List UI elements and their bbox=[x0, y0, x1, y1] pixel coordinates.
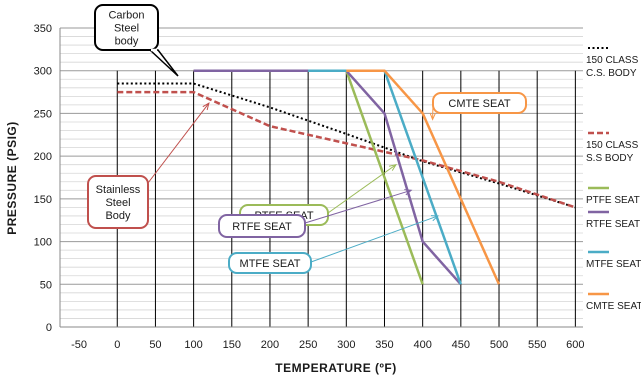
series-line-150-class-c-s-body bbox=[117, 82, 576, 209]
y-tick-label: 150 bbox=[34, 194, 52, 206]
x-tick-label: 200 bbox=[261, 339, 279, 351]
x-tick-label: 50 bbox=[149, 339, 161, 351]
legend-label: PTFE SEAT bbox=[586, 195, 640, 206]
annotation-text: MTFE SEAT bbox=[240, 258, 301, 270]
legend-label: S.S BODY bbox=[586, 153, 634, 164]
annotation-arrowhead bbox=[430, 215, 440, 222]
y-tick-label: 200 bbox=[34, 151, 52, 163]
annotation-text: CMTE SEAT bbox=[448, 98, 510, 110]
annotation-text: Steel bbox=[114, 23, 139, 35]
legend-label: CMTE SEAT bbox=[586, 301, 641, 312]
legend-label: MTFE SEAT bbox=[586, 259, 641, 270]
legend-label: 150 CLASS bbox=[586, 55, 639, 66]
annotation-text: Carbon bbox=[108, 10, 144, 22]
annotation-callout: CMTE SEAT bbox=[429, 92, 527, 121]
x-tick-label: 150 bbox=[223, 339, 241, 351]
x-tick-label: 250 bbox=[299, 339, 317, 351]
annotation-text: Steel bbox=[105, 197, 130, 209]
annotation-box bbox=[432, 92, 527, 114]
x-tick-label: 550 bbox=[528, 339, 546, 351]
annotation-callout: RTFE SEAT bbox=[218, 189, 413, 238]
y-tick-label: 100 bbox=[34, 237, 52, 249]
x-tick-label: 400 bbox=[413, 339, 431, 351]
annotation-text: body bbox=[115, 36, 139, 48]
annotation-arrowhead bbox=[202, 102, 210, 111]
annotation-box bbox=[94, 4, 159, 51]
x-tick-label: -50 bbox=[71, 339, 87, 351]
annotation-box bbox=[228, 252, 312, 274]
annotation-leader bbox=[327, 164, 397, 214]
annotation-text: Stainless bbox=[96, 184, 141, 196]
legend-label: RTFE SEAT bbox=[586, 219, 640, 230]
annotations: CarbonSteelbodyStainlessSteelBodyPTFE SE… bbox=[87, 4, 527, 274]
annotation-leader bbox=[304, 189, 412, 224]
axes: 0 50 100 150 200 250 300 350 -50 0 50 100 150 200 250 3… bbox=[34, 23, 585, 351]
annotation-arrowhead bbox=[429, 112, 436, 121]
y-tick-label: 350 bbox=[34, 23, 52, 35]
y-tick-label: 50 bbox=[40, 279, 52, 291]
series-line-rtfe-seat bbox=[193, 69, 462, 286]
annotation-leader bbox=[147, 102, 210, 184]
annotation-arrowhead bbox=[404, 189, 413, 196]
legend-label: 150 CLASS bbox=[586, 140, 639, 151]
x-tick-label: 600 bbox=[566, 339, 584, 351]
y-tick-label: 250 bbox=[34, 108, 52, 120]
annotation-text: RTFE SEAT bbox=[232, 221, 292, 233]
series-line-cmte-seat bbox=[346, 69, 501, 285]
y-tick-label: 300 bbox=[34, 66, 52, 78]
annotation-leader bbox=[310, 215, 439, 263]
legend-label: C.S. BODY bbox=[586, 68, 637, 79]
annotation-box bbox=[87, 175, 149, 229]
y-tick-label: 0 bbox=[46, 322, 52, 334]
legend: 150 CLASS C.S. BODY 150 CLASS S.S BODY PTFE … bbox=[586, 47, 641, 312]
x-axis-title: TEMPERATURE (ºF) bbox=[275, 361, 396, 375]
series-lines bbox=[117, 69, 576, 286]
x-tick-label: 450 bbox=[452, 339, 470, 351]
x-tick-label: 500 bbox=[490, 339, 508, 351]
x-tick-label: 0 bbox=[114, 339, 120, 351]
annotation-arrowhead bbox=[388, 163, 397, 171]
series-line-150-class-s-s-body bbox=[117, 90, 576, 209]
x-tick-label: 300 bbox=[337, 339, 355, 351]
annotation-text: Body bbox=[105, 210, 131, 222]
y-axis-title: PRESSURE (PSIG) bbox=[5, 121, 19, 235]
x-tick-label: 100 bbox=[184, 339, 202, 351]
annotation-box bbox=[218, 214, 306, 238]
x-tick-label: 350 bbox=[375, 339, 393, 351]
annotation-callout: MTFE SEAT bbox=[228, 215, 440, 274]
